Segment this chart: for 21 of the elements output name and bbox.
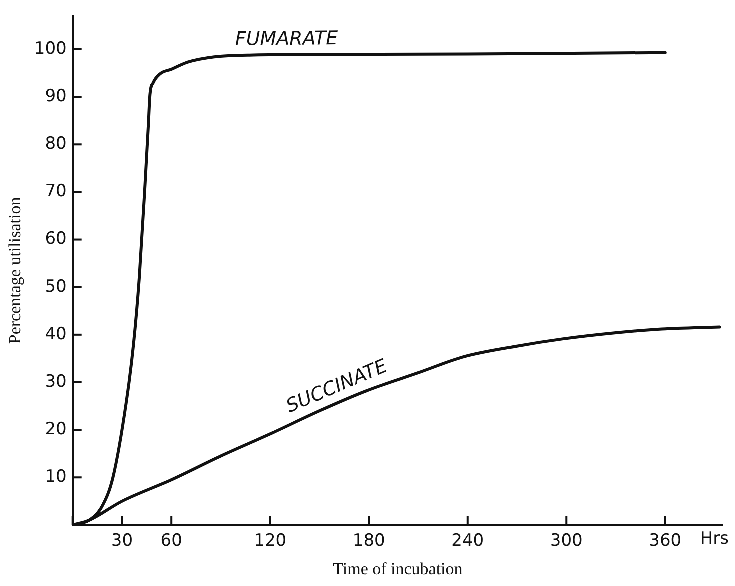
y-tick-label: 20 <box>45 419 67 440</box>
x-tick-label: 180 <box>352 530 386 551</box>
y-tick-label: 90 <box>45 86 67 106</box>
y-tick-label: 40 <box>45 324 67 344</box>
x-tick-label: 240 <box>452 530 484 551</box>
y-tick-label: 60 <box>45 229 67 250</box>
text: Hrs <box>700 529 730 550</box>
x-tick-label: 60 <box>160 530 182 551</box>
y-tick-label: 30 <box>45 372 67 392</box>
x-axis-title: Time of incubation <box>333 559 464 578</box>
y-tick-label: 100 <box>34 38 67 59</box>
y-tick-label: 50 <box>45 276 67 297</box>
y-axis-title: Percentage utilisation <box>6 196 25 344</box>
y-tick-label: 70 <box>45 182 67 202</box>
x-tick-label: 360 <box>649 530 682 551</box>
y-tick-label: 80 <box>45 134 67 154</box>
x-tick-label: 300 <box>550 530 583 551</box>
y-tick-label: 10 <box>45 467 67 488</box>
series-label: FUMARATE <box>235 28 338 50</box>
x-tick-label: 30 <box>111 530 134 551</box>
x-tick-label: 120 <box>254 530 287 551</box>
